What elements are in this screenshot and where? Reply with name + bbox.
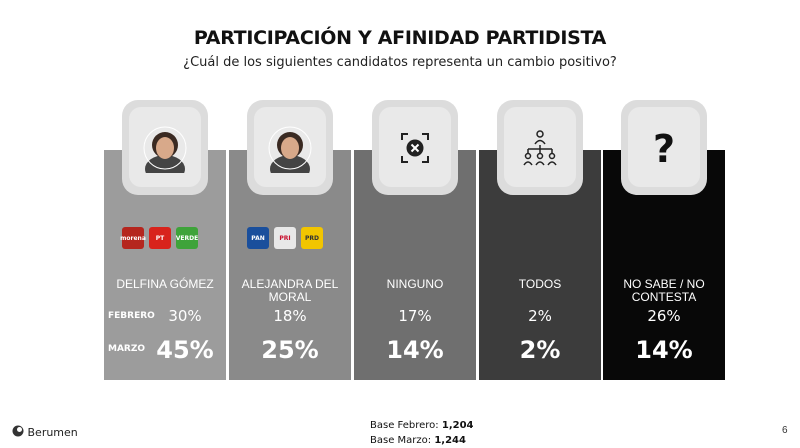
- group-people-icon: [497, 100, 583, 195]
- base-febrero: Base Febrero: 1,204: [370, 420, 474, 431]
- candidate-name: TODOS: [518, 277, 562, 291]
- berumen-mark-icon: [12, 425, 24, 437]
- card-icon-tab: ?: [621, 100, 707, 195]
- feb-value: 26%: [647, 307, 681, 325]
- svg-text:?: ?: [653, 128, 675, 168]
- brand-logo: Berumen: [12, 425, 78, 439]
- page-subtitle: ¿Cuál de los siguientes candidatos repre…: [183, 55, 617, 70]
- feb-value: 2%: [528, 307, 552, 325]
- card-icon-tab: [247, 100, 333, 195]
- base-marzo-label: Base Marzo:: [370, 435, 432, 446]
- base-febrero-label: Base Febrero:: [370, 420, 439, 431]
- mar-value: 25%: [261, 336, 319, 364]
- candidate-name: ALEJANDRA DEL MORAL: [241, 277, 339, 304]
- party-logo: PT: [149, 227, 171, 249]
- page-number: 6: [782, 425, 788, 436]
- woman-portrait-icon: [122, 100, 208, 195]
- page-title: PARTICIPACIÓN Y AFINIDAD PARTIDISTA: [193, 27, 607, 49]
- base-marzo-value: 1,244: [434, 435, 466, 446]
- feb-value: 30%: [168, 307, 202, 325]
- mar-value: 14%: [635, 336, 693, 364]
- card-icon-tab: [122, 100, 208, 195]
- candidate-name: NO SABE / NO CONTESTA: [623, 277, 705, 304]
- card-icon-tab: [497, 100, 583, 195]
- candidate-name: DELFINA GÓMEZ: [116, 277, 214, 291]
- feb-value: 18%: [273, 307, 307, 325]
- candidate-name: NINGUNO: [386, 277, 444, 291]
- brand-name: Berumen: [27, 426, 78, 439]
- party-logo: morena: [120, 227, 146, 249]
- base-marzo: Base Marzo: 1,244: [370, 435, 466, 446]
- mar-value: 14%: [386, 336, 444, 364]
- feb-value: 17%: [398, 307, 432, 325]
- party-logo: PRI: [274, 227, 296, 249]
- cancel-x-icon: [372, 100, 458, 195]
- woman-portrait-icon: [247, 100, 333, 195]
- base-febrero-value: 1,204: [441, 420, 474, 431]
- party-logo: PAN: [247, 227, 269, 249]
- row-label-feb: FEBRERO: [108, 311, 155, 321]
- row-label-mar: MARZO: [108, 344, 146, 354]
- card-icon-tab: [372, 100, 458, 195]
- mar-value: 2%: [519, 336, 561, 364]
- mar-value: 45%: [156, 336, 214, 364]
- question-mark-icon: ?: [621, 100, 707, 195]
- party-logo: PRD: [301, 227, 323, 249]
- party-logo: VERDE: [176, 227, 198, 249]
